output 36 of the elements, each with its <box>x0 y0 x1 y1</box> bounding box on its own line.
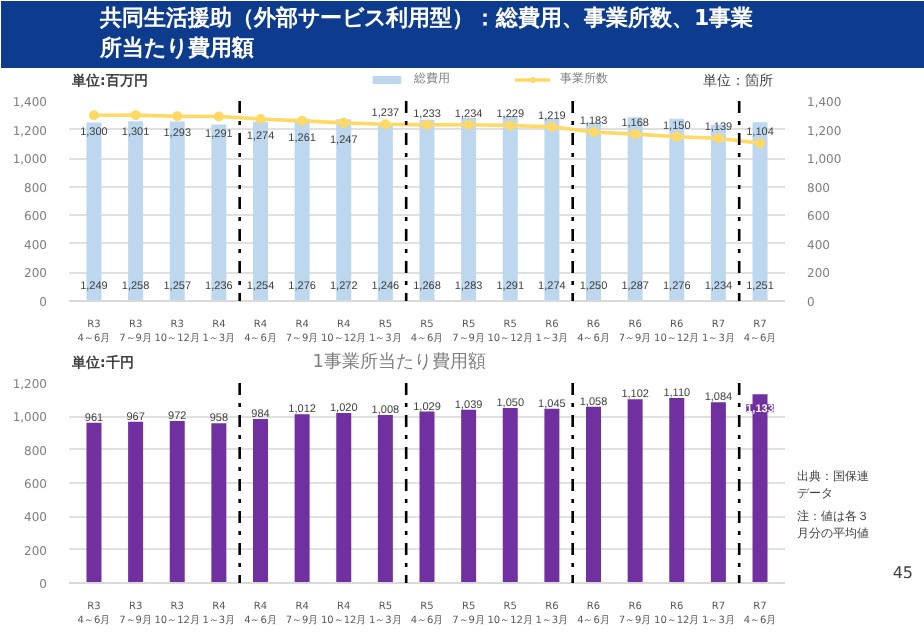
bar <box>336 413 352 583</box>
bar <box>377 415 393 583</box>
point <box>172 111 183 122</box>
bar <box>627 399 643 583</box>
point <box>130 110 141 121</box>
bar <box>669 398 685 583</box>
bar <box>710 402 726 583</box>
text: 45 <box>892 563 914 582</box>
bar <box>253 419 268 583</box>
point <box>630 129 641 140</box>
bar <box>128 421 144 583</box>
point <box>713 133 724 144</box>
bar <box>461 409 477 583</box>
bar <box>86 422 102 583</box>
point <box>546 121 557 132</box>
bar <box>419 411 435 583</box>
bar <box>294 414 310 583</box>
chart-title: 1事業所当たり費用額 <box>312 351 486 373</box>
point <box>213 111 224 122</box>
bar <box>211 423 227 583</box>
point <box>505 120 516 131</box>
bar <box>169 421 185 583</box>
point <box>88 110 99 121</box>
bar <box>502 408 518 583</box>
point <box>380 119 391 130</box>
bar <box>586 406 601 583</box>
point <box>588 127 599 137</box>
point <box>297 115 308 126</box>
bar <box>544 408 560 583</box>
point <box>338 117 349 128</box>
point <box>422 119 432 130</box>
point <box>463 119 474 130</box>
chart-title: 共同生活援助（外部サービス利用型）：総費用、事業所数、1事業所当たり費用額 <box>98 5 754 61</box>
point <box>755 138 766 149</box>
point <box>671 131 682 142</box>
point <box>255 114 266 124</box>
